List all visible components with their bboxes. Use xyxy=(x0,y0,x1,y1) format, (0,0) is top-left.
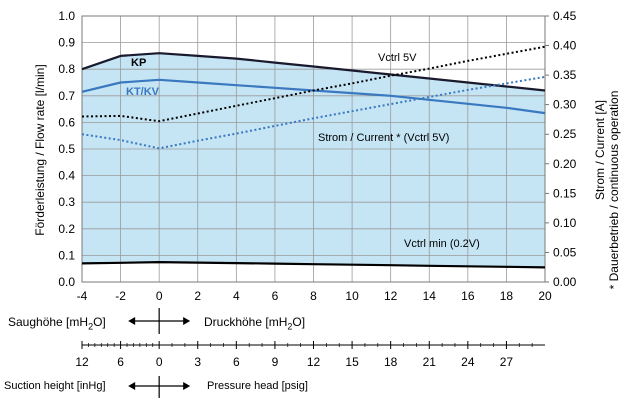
x-tick-label: 12 xyxy=(384,289,398,303)
psig-tick-label: 24 xyxy=(461,355,475,369)
psig-tick-label: 12 xyxy=(307,355,321,369)
x-tick-label: 16 xyxy=(461,289,475,303)
annotation-vctrlmin: Vctrl min (0.2V) xyxy=(404,238,480,250)
psig-arrow-right-head xyxy=(183,382,191,390)
psig-tick-label: 3 xyxy=(194,355,201,369)
lower-scales: 12 6 0 3 6 9 12 15 18 21 24 27 xyxy=(75,308,545,398)
series-line-4 xyxy=(81,75,546,150)
y-right-tick-label: 0.20 xyxy=(553,157,577,171)
y-left-tick-label: 0.3 xyxy=(58,195,75,209)
y-axis-left-title: Förderleistung / Flow rate [l/min] xyxy=(33,64,47,235)
y-left-tick-label: 0.0 xyxy=(58,275,75,289)
y-left-tick-label: 1.0 xyxy=(58,9,75,23)
annotation-current: Strom / Current * (Vctrl 5V) xyxy=(318,132,449,144)
y-axis-right-title: Strom / Current [A] xyxy=(593,100,607,200)
x-tick-label: 14 xyxy=(423,289,437,303)
y-left-tick-label: 0.9 xyxy=(58,36,75,50)
x-tick-label: 10 xyxy=(345,289,359,303)
y-right-tick-label: 0.15 xyxy=(553,186,577,200)
y-right-tick-label: 0.40 xyxy=(553,39,577,53)
psig-tick-label: 6 xyxy=(117,355,124,369)
psig-tick-label: 6 xyxy=(233,355,240,369)
psig-tick-label: 15 xyxy=(345,355,359,369)
chart-labels: Förderleistung / Flow rate [l/min] Strom… xyxy=(33,52,621,289)
y-left-tick-label: 0.4 xyxy=(58,169,75,183)
y-axis-right-note: * Dauerbetrieb / continuous operation xyxy=(607,91,621,290)
y-left-tick-label: 0.8 xyxy=(58,62,75,76)
y-left-tick-label: 0.7 xyxy=(58,89,75,103)
x-tick-label: 0 xyxy=(156,289,163,303)
series-line-3 xyxy=(81,45,546,123)
x-tick-label: 8 xyxy=(310,289,317,303)
y-left-tick-label: 0.1 xyxy=(58,248,75,262)
y-right-tick-label: 0.10 xyxy=(553,216,577,230)
mh2o-arrow-right-head xyxy=(183,317,191,325)
psig-tick-label: 18 xyxy=(384,355,398,369)
mh2o-arrow-left-head xyxy=(128,317,136,325)
y-right-tick-label: 0.45 xyxy=(553,9,577,23)
suction-label-inhg: Suction height [inHg] xyxy=(4,380,106,392)
x-tick-label: 2 xyxy=(194,289,201,303)
pressure-label-mh2o: Druckhöhe [mH2O] xyxy=(204,315,306,332)
y-left-tick-label: 0.5 xyxy=(58,142,75,156)
psig-tick-label: 9 xyxy=(272,355,279,369)
annotation-kp: KP xyxy=(131,57,146,69)
suction-label-mh2o: Saughöhe [mH2O] xyxy=(8,315,106,332)
psig-tick-label: 21 xyxy=(423,355,437,369)
psig-tick-label: 27 xyxy=(500,355,514,369)
y-right-tick-label: 0.30 xyxy=(553,98,577,112)
pressure-label-psig: Pressure head [psig] xyxy=(207,380,308,392)
y-right-tick-label: 0.05 xyxy=(553,245,577,259)
y-left-tick-label: 0.2 xyxy=(58,222,75,236)
plot-area: -4 -2 0 2 4 6 8 10 12 14 16 18 20 0.0 0.1 0.2 0.3 0.4 0.5 0… xyxy=(58,9,576,303)
x-tick-label: 20 xyxy=(538,289,552,303)
series-line-2 xyxy=(81,261,546,269)
plot-frame xyxy=(81,15,546,283)
psig-tick-label: 0 xyxy=(156,355,163,369)
x-tick-label: -4 xyxy=(77,289,88,303)
y-right-tick-label: 0.35 xyxy=(553,68,577,82)
psig-tick-label: 12 xyxy=(75,355,89,369)
x-tick-label: 6 xyxy=(272,289,279,303)
x-tick-label: 18 xyxy=(500,289,514,303)
psig-arrow-left-head xyxy=(128,382,136,390)
series-line-0 xyxy=(81,52,546,92)
annotation-vctrl5: Vctrl 5V xyxy=(378,52,417,64)
x-tick-label: 4 xyxy=(233,289,240,303)
y-right-tick-label: 0.25 xyxy=(553,127,577,141)
y-left-tick-label: 0.6 xyxy=(58,115,75,129)
annotation-ktkv: KT/KV xyxy=(126,86,160,98)
y-right-tick-label: 0.00 xyxy=(553,275,577,289)
x-tick-label: -2 xyxy=(115,289,126,303)
